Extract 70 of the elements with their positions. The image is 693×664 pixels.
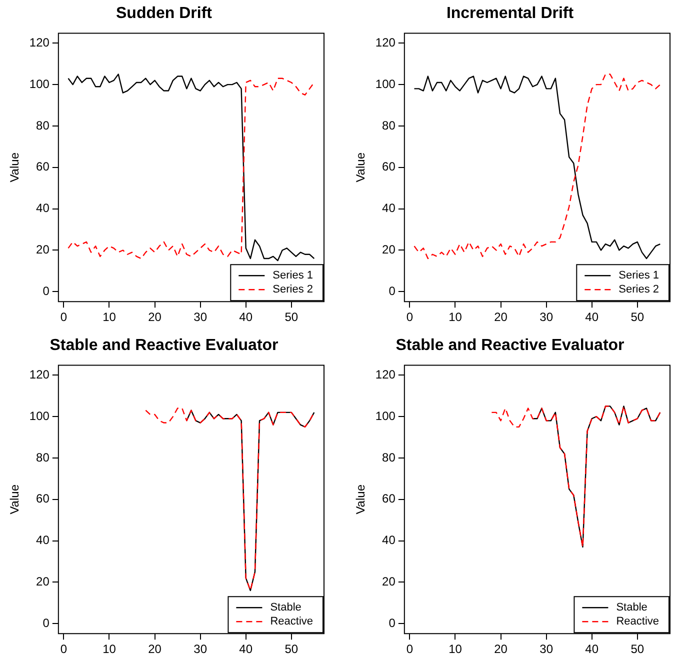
y-tick-label: 60 xyxy=(382,492,396,506)
x-tick-label: 20 xyxy=(494,310,508,324)
x-tick-label: 0 xyxy=(60,310,68,324)
y-tick-label: 60 xyxy=(382,160,396,174)
line-series xyxy=(145,408,315,592)
x-tick-label: 40 xyxy=(585,310,599,324)
y-tick-label: 80 xyxy=(36,118,50,132)
y-tick-label: 0 xyxy=(388,616,396,630)
legend-label: Stable xyxy=(270,602,302,614)
y-tick-label: 40 xyxy=(36,201,50,216)
x-tick-label: 30 xyxy=(194,642,208,656)
x-tick-label: 10 xyxy=(448,642,462,656)
x-tick-label: 10 xyxy=(102,642,116,656)
y-tick-label: 60 xyxy=(36,160,50,174)
y-tick-label: 20 xyxy=(382,242,396,257)
y-tick-label: 60 xyxy=(36,492,50,506)
legend-label: Reactive xyxy=(270,616,313,628)
y-tick-label: 120 xyxy=(29,35,50,50)
y-tick-label: 20 xyxy=(36,242,50,257)
x-tick-label: 10 xyxy=(102,310,116,324)
chart-title: Incremental Drift xyxy=(446,5,574,22)
x-tick-label: 30 xyxy=(194,310,208,324)
y-tick-label: 0 xyxy=(388,284,396,298)
legend-label: Series 2 xyxy=(618,284,660,296)
legend-label: Reactive xyxy=(616,616,659,628)
chart-title: Stable and Reactive Evaluator xyxy=(396,337,624,354)
x-tick-label: 30 xyxy=(540,310,554,324)
chart-title: Sudden Drift xyxy=(116,5,213,22)
x-tick-label: 40 xyxy=(239,642,253,656)
legend-label: Series 1 xyxy=(618,270,660,282)
legend-label: Series 2 xyxy=(272,284,314,296)
x-tick-label: 50 xyxy=(630,642,644,656)
y-tick-label: 120 xyxy=(375,35,396,50)
y-tick-label: 0 xyxy=(42,284,50,298)
y-axis-title: Value xyxy=(8,152,22,182)
chart-title: Stable and Reactive Evaluator xyxy=(50,337,278,354)
x-tick-label: 0 xyxy=(60,642,68,656)
x-tick-label: 30 xyxy=(540,642,554,656)
y-tick-label: 100 xyxy=(375,76,396,91)
y-tick-label: 80 xyxy=(36,450,50,464)
x-tick-label: 50 xyxy=(284,642,298,656)
x-tick-label: 20 xyxy=(148,642,162,656)
y-tick-label: 100 xyxy=(375,408,396,423)
x-tick-label: 0 xyxy=(406,642,414,656)
x-tick-label: 10 xyxy=(448,310,462,324)
y-tick-label: 120 xyxy=(29,367,50,382)
x-tick-label: 20 xyxy=(148,310,162,324)
y-tick-label: 120 xyxy=(375,367,396,382)
x-tick-label: 20 xyxy=(494,642,508,656)
x-tick-label: 40 xyxy=(585,642,599,656)
y-tick-label: 40 xyxy=(36,533,50,548)
y-tick-label: 20 xyxy=(382,574,396,589)
y-axis-title: Value xyxy=(354,152,368,182)
y-tick-label: 80 xyxy=(382,118,396,132)
y-axis-title: Value xyxy=(8,484,22,514)
y-tick-label: 80 xyxy=(382,450,396,464)
y-axis-title: Value xyxy=(354,484,368,514)
x-tick-label: 50 xyxy=(630,310,644,324)
y-tick-label: 20 xyxy=(36,574,50,589)
line-series xyxy=(491,406,661,548)
y-tick-label: 0 xyxy=(42,616,50,630)
y-tick-label: 100 xyxy=(29,76,50,91)
legend-label: Stable xyxy=(616,602,648,614)
x-tick-label: 40 xyxy=(239,310,253,324)
x-tick-label: 0 xyxy=(406,310,414,324)
y-tick-label: 40 xyxy=(382,201,396,216)
y-tick-label: 100 xyxy=(29,408,50,423)
x-tick-label: 50 xyxy=(284,310,298,324)
legend-label: Series 1 xyxy=(272,270,314,282)
y-tick-label: 40 xyxy=(382,533,396,548)
